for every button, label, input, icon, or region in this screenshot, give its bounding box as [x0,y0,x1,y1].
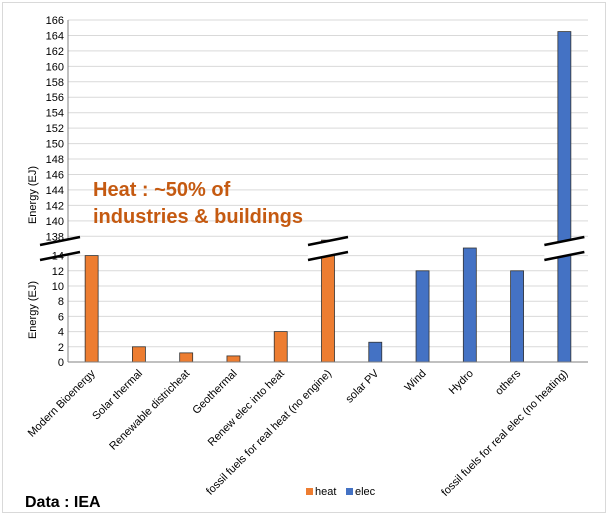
axis-break-line [544,235,585,247]
category-label: Renewable districheat [107,368,192,453]
bar-heat [226,355,241,363]
legend-label-elec: elec [355,486,376,498]
annotation-line-2: industries & buildings [93,206,303,228]
axis-break-gap [40,237,80,260]
y-tick-label-lower: 6 [58,311,64,323]
category-label: others [493,367,523,397]
y-tick-label-lower: 14 [52,251,64,263]
y-tick-label-upper: 150 [46,139,64,151]
category-label: Wind [402,368,428,394]
y-tick-label-lower: 4 [58,327,64,339]
axes [67,20,588,363]
y-tick-label-lower: 10 [52,281,64,293]
axis-break-gap [544,237,585,260]
axis-break-gap [308,237,348,260]
bar-heat [84,255,99,363]
bars [84,31,572,363]
axis-break-line [39,250,81,262]
chart-frame [2,2,606,513]
y-tick-label-upper: 140 [46,216,64,228]
bar-heat [321,239,335,363]
y-tick-label-upper: 148 [46,154,64,166]
y-tick-label-lower: 2 [58,342,64,354]
bar-elec [415,270,430,363]
category-label: Hydro [447,368,476,397]
y-tick-labels: 1381401421441461481501521541561581601621… [46,15,64,369]
y-tick-label-upper: 154 [46,108,64,120]
annotation-line-1: Heat : ~50% of [93,179,231,201]
bar-elec [557,31,572,363]
axis-break-line [307,250,349,262]
legend: heat elec [306,486,376,498]
axis-break-line [544,250,585,262]
y-tick-label-lower: 0 [58,357,64,369]
y-tick-label-upper: 162 [46,46,64,58]
legend-swatch-heat [306,488,313,495]
bar-elec [462,247,477,363]
legend-label-heat: heat [315,486,336,498]
y-tick-label-upper: 160 [46,61,64,73]
y-tick-label-upper: 138 [46,231,64,243]
y-tick-label-upper: 152 [46,123,64,135]
bar-elec [510,270,524,363]
y-axis-label-lower: Energy (EJ) [27,281,39,339]
category-label: solar PV [344,367,382,405]
bar-axis-break [307,235,349,262]
y-tick-label-lower: 8 [58,296,64,308]
legend-swatch-elec [346,488,353,495]
bar-axis-break [544,235,585,262]
y-tick-label-upper: 156 [46,92,64,104]
y-tick-label-upper: 142 [46,200,64,212]
y-axis-label-upper: Energy (EJ) [27,166,39,224]
y-tick-label-lower: 12 [52,266,64,278]
y-tick-label-upper: 144 [46,185,64,197]
bar-heat [179,352,194,363]
y-axis-break [39,235,81,262]
source-label: Data : IEA [25,494,101,511]
category-label: Modern Bioenergy [26,367,98,439]
y-tick-label-upper: 164 [46,30,64,42]
category-label: Geothermal [190,368,239,417]
bar-elec [368,341,383,363]
axis-breaks [39,235,585,262]
axis-break-line [307,235,349,247]
y-tick-label-upper: 166 [46,15,64,27]
bar-heat [273,331,288,363]
axis-break-line [39,235,81,247]
y-tick-label-upper: 158 [46,77,64,89]
bar-heat [132,346,146,363]
y-tick-label-upper: 146 [46,169,64,181]
